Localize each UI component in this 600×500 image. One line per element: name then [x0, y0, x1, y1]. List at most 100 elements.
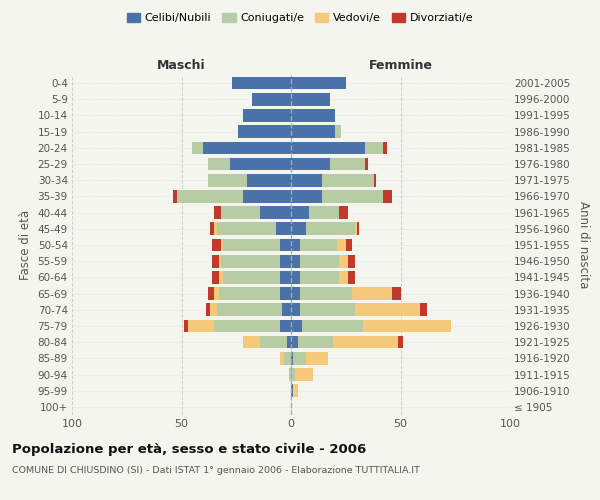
Bar: [214, 320, 280, 332]
Bar: [291, 77, 346, 90]
Bar: [332, 336, 398, 348]
Bar: [291, 271, 300, 283]
Bar: [307, 352, 328, 364]
Bar: [188, 320, 214, 332]
Bar: [291, 255, 300, 268]
Bar: [335, 126, 341, 138]
Bar: [331, 158, 365, 170]
Bar: [392, 288, 401, 300]
Bar: [280, 255, 291, 268]
Bar: [280, 288, 291, 300]
Bar: [308, 206, 339, 219]
Bar: [289, 368, 291, 381]
Bar: [348, 255, 355, 268]
Bar: [291, 352, 293, 364]
Bar: [251, 93, 291, 106]
Bar: [217, 304, 282, 316]
Bar: [247, 174, 291, 186]
Bar: [243, 109, 291, 122]
Bar: [352, 288, 392, 300]
Bar: [295, 368, 313, 381]
Bar: [203, 142, 291, 154]
Bar: [346, 238, 352, 252]
Bar: [355, 222, 356, 235]
Bar: [291, 126, 335, 138]
Bar: [219, 288, 280, 300]
Text: COMUNE DI CHIUSDINO (SI) - Dati ISTAT 1° gennaio 2006 - Elaborazione TUTTITALIA.: COMUNE DI CHIUSDINO (SI) - Dati ISTAT 1°…: [12, 466, 420, 475]
Bar: [300, 288, 352, 300]
Bar: [221, 255, 280, 268]
Bar: [355, 304, 420, 316]
Y-axis label: Anni di nascita: Anni di nascita: [577, 202, 590, 288]
Bar: [193, 142, 203, 154]
Bar: [300, 238, 337, 252]
Bar: [339, 206, 348, 219]
Bar: [208, 158, 230, 170]
Bar: [275, 222, 291, 235]
Bar: [219, 255, 221, 268]
Bar: [291, 174, 322, 186]
Bar: [300, 271, 339, 283]
Bar: [210, 304, 217, 316]
Y-axis label: Fasce di età: Fasce di età: [19, 210, 32, 280]
Bar: [307, 222, 355, 235]
Bar: [280, 238, 291, 252]
Bar: [223, 238, 280, 252]
Bar: [232, 77, 291, 90]
Bar: [420, 304, 427, 316]
Bar: [184, 320, 188, 332]
Bar: [363, 320, 451, 332]
Bar: [365, 158, 368, 170]
Bar: [214, 288, 219, 300]
Bar: [212, 238, 221, 252]
Bar: [282, 304, 291, 316]
Bar: [291, 368, 295, 381]
Bar: [291, 206, 308, 219]
Bar: [337, 238, 346, 252]
Bar: [214, 206, 221, 219]
Bar: [398, 336, 403, 348]
Bar: [210, 222, 214, 235]
Bar: [206, 304, 210, 316]
Bar: [260, 336, 287, 348]
Bar: [365, 142, 383, 154]
Bar: [260, 206, 291, 219]
Bar: [291, 109, 335, 122]
Bar: [291, 93, 331, 106]
Bar: [243, 190, 291, 202]
Bar: [280, 352, 284, 364]
Bar: [293, 384, 298, 397]
Bar: [280, 271, 291, 283]
Bar: [217, 222, 275, 235]
Bar: [221, 238, 223, 252]
Bar: [291, 288, 300, 300]
Bar: [284, 352, 291, 364]
Bar: [357, 222, 359, 235]
Bar: [291, 238, 300, 252]
Bar: [212, 255, 219, 268]
Bar: [383, 142, 388, 154]
Bar: [383, 190, 392, 202]
Bar: [300, 304, 355, 316]
Bar: [221, 206, 260, 219]
Bar: [208, 174, 247, 186]
Bar: [177, 190, 243, 202]
Bar: [219, 271, 223, 283]
Bar: [223, 271, 280, 283]
Bar: [214, 222, 217, 235]
Bar: [298, 336, 332, 348]
Bar: [291, 336, 298, 348]
Bar: [208, 288, 214, 300]
Text: Femmine: Femmine: [368, 60, 433, 72]
Bar: [280, 320, 291, 332]
Bar: [173, 190, 177, 202]
Bar: [339, 255, 348, 268]
Bar: [212, 271, 219, 283]
Bar: [291, 384, 293, 397]
Bar: [302, 320, 363, 332]
Bar: [291, 304, 300, 316]
Bar: [291, 320, 302, 332]
Bar: [374, 174, 376, 186]
Bar: [230, 158, 291, 170]
Text: Popolazione per età, sesso e stato civile - 2006: Popolazione per età, sesso e stato civil…: [12, 442, 366, 456]
